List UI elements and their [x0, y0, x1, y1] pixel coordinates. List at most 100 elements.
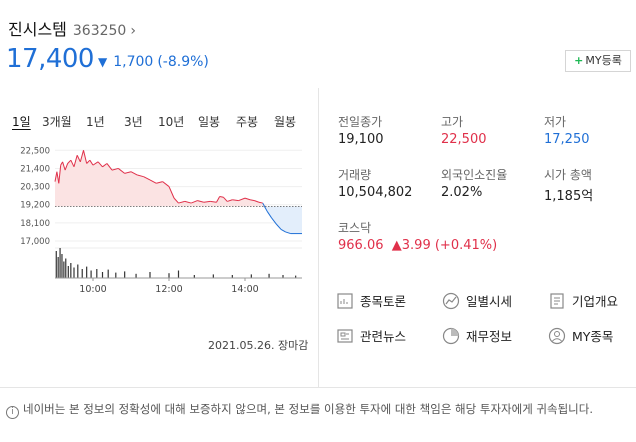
divider — [0, 387, 636, 388]
price-change: ▼ 1,700 (-8.9%) — [98, 54, 209, 70]
link-daily-quotes[interactable]: 일별시세 — [442, 291, 512, 310]
price-line-segment — [227, 199, 233, 202]
price-line-segment — [130, 171, 138, 176]
price-line-segment — [262, 202, 268, 212]
price-area-down — [55, 206, 302, 234]
price-line-segment — [56, 171, 60, 184]
price-line-segment — [173, 197, 179, 204]
tab-3[interactable]: 3년 — [124, 115, 143, 129]
up-arrow-icon: ▲ — [391, 238, 402, 253]
price-line-segment — [62, 161, 66, 171]
intraday-price-chart: 22,500 21,400 20,300 19,200 18,100 17,000 10:0… — [20, 146, 302, 295]
price-line-segment — [143, 176, 151, 181]
link-financial-info[interactable]: 재무정보 — [442, 326, 512, 345]
stat-value: 1,185억 — [544, 189, 594, 204]
price-line-segment — [219, 195, 224, 198]
price-line-segment — [238, 197, 246, 202]
y-tick-label: 19,200 — [20, 201, 50, 211]
disclaimer-text: 네이버는 본 정보의 정확성에 대해 보증하지 않으며, 본 정보를 이용한 투… — [23, 402, 593, 416]
price-line-segment — [137, 174, 144, 178]
x-tick-label: 10:00 — [79, 284, 106, 295]
price-line-segment — [76, 155, 81, 163]
stat-value: 10,504,802 — [338, 185, 413, 200]
stock-name[interactable]: 진시스템 — [8, 20, 67, 39]
price-area-up — [55, 150, 302, 207]
price-line-segment — [67, 159, 72, 164]
y-tick-label: 18,100 — [20, 219, 50, 229]
link-company-overview[interactable]: 기업개요 — [548, 291, 618, 310]
index-value: 966.06 ▲3.99 (+0.41%) — [338, 238, 497, 253]
index-label: 코스닥 — [338, 221, 372, 235]
price-line-segment — [258, 201, 263, 204]
info-icon: i — [6, 406, 19, 419]
price-line-segment — [97, 161, 103, 168]
stat-value: 17,250 — [544, 132, 590, 147]
price-line-segment — [178, 200, 185, 204]
stat-label: 시가 총액 — [544, 168, 592, 182]
price-line-segment — [106, 163, 113, 171]
x-tick-label: 14:00 — [231, 284, 258, 295]
price-line-segment — [276, 224, 282, 230]
index-change: 3.99 — [401, 238, 431, 253]
price-line-segment — [70, 159, 75, 168]
tab-4[interactable]: 10년 — [158, 115, 185, 129]
pie-chart-icon — [442, 327, 460, 344]
stat-value: 19,100 — [338, 132, 384, 147]
y-tick-label: 17,000 — [20, 237, 50, 247]
link-related-news[interactable]: 관련뉴스 — [336, 326, 406, 345]
change-amount: 1,700 — [113, 54, 154, 70]
price-line-segment — [92, 161, 99, 166]
tab-2[interactable]: 1년 — [86, 115, 105, 129]
stat-label: 전일종가 — [338, 115, 383, 129]
trend-line-icon — [442, 292, 460, 309]
price-line-segment — [162, 181, 170, 187]
tab-6[interactable]: 주봉 — [236, 115, 259, 129]
user-icon — [548, 327, 566, 344]
price-line-segment — [232, 199, 239, 202]
stat-label: 저가 — [544, 115, 567, 129]
link-my-stocks[interactable]: MY종목 — [548, 326, 613, 345]
price-line-segment — [254, 200, 260, 203]
price-line-segment — [223, 196, 228, 202]
price-line-segment — [124, 171, 132, 174]
price-line-segment — [249, 199, 255, 202]
link-label: 재무정보 — [466, 329, 513, 344]
price-line-segment — [54, 171, 58, 182]
price-line-segment — [102, 163, 108, 168]
stat-label: 고가 — [441, 115, 464, 129]
x-tick-label: 12:00 — [155, 284, 182, 295]
price-line-segment — [58, 165, 62, 184]
my-register-label: MY등록 — [585, 54, 622, 67]
disclaimer: i 네이버는 본 정보의 정확성에 대해 보증하지 않으며, 본 정보를 이용한 … — [6, 401, 631, 419]
chevron-right-icon[interactable]: › — [130, 23, 136, 39]
price-line-segment — [271, 217, 278, 225]
index-change-percent: (+0.41%) — [434, 238, 498, 253]
tab-1[interactable]: 3개월 — [42, 115, 72, 129]
price-line-segment — [197, 200, 204, 203]
stat-label: 외국인소진율 — [441, 168, 508, 182]
price-line-segment — [168, 186, 175, 199]
stat-label: 거래량 — [338, 168, 372, 182]
stock-code[interactable]: 363250 — [72, 23, 127, 39]
link-label: 일별시세 — [466, 294, 513, 309]
price-line-segment — [244, 197, 251, 201]
stat-value: 2.02% — [441, 185, 483, 200]
link-label: 관련뉴스 — [360, 329, 407, 344]
tab-5[interactable]: 일봉 — [198, 115, 221, 129]
chat-board-icon — [337, 292, 353, 309]
price-line-segment — [216, 196, 221, 203]
down-arrow-icon: ▼ — [98, 55, 108, 69]
link-stock-discussion[interactable]: 종목토론 — [336, 291, 406, 310]
price-line-segment — [89, 159, 94, 166]
stock-title[interactable]: 진시스템 363250 › — [8, 16, 136, 40]
tab-0[interactable]: 1일 — [12, 115, 31, 129]
y-tick-label: 21,400 — [20, 164, 50, 174]
price-line-segment — [156, 181, 163, 184]
y-tick-label: 20,300 — [20, 183, 50, 193]
price-line-segment — [64, 163, 69, 171]
change-percent: (-8.9%) — [157, 54, 209, 70]
my-register-button[interactable]: + MY등록 — [565, 50, 631, 72]
price-line-segment — [118, 168, 125, 174]
tab-7[interactable]: 월봉 — [274, 115, 297, 129]
price-line-segment — [210, 200, 217, 203]
